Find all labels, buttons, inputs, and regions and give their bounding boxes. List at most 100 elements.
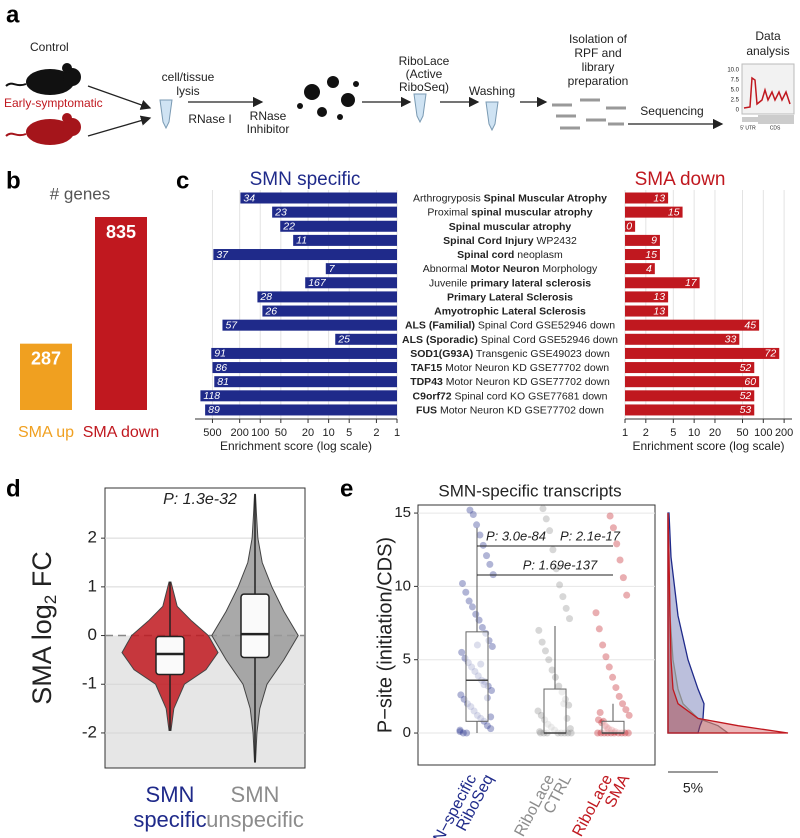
- term-label: Abnormal Motor Neuron Morphology: [423, 263, 598, 275]
- x-tick-label: specific: [133, 807, 206, 832]
- box: [543, 688, 567, 734]
- term-label: FUS Motor Neuron KD GSE77702 down: [416, 404, 604, 416]
- count-label: 34: [243, 192, 255, 204]
- x-tick-label: SMN: [146, 782, 195, 807]
- point: [549, 546, 557, 554]
- bar: [625, 305, 669, 317]
- point: [472, 610, 480, 618]
- box: [465, 631, 489, 722]
- count-label: 25: [337, 334, 350, 346]
- point: [469, 511, 477, 519]
- bar: [625, 291, 669, 303]
- point: [486, 560, 494, 568]
- y-tick-label: 0: [88, 625, 97, 644]
- term-part: SOD1(G93A): [410, 348, 473, 360]
- point: [616, 556, 624, 564]
- count-label: 37: [216, 249, 229, 261]
- count-label: 7: [329, 263, 336, 275]
- term-part: C9orf72: [413, 390, 452, 402]
- count-label: 89: [208, 404, 220, 416]
- count-label: 15: [668, 206, 680, 218]
- x-tick-label: 2: [373, 427, 379, 439]
- bar: [272, 206, 397, 218]
- bar: [335, 333, 397, 345]
- point: [487, 713, 495, 721]
- term-label: Primary Lateral Sclerosis: [447, 291, 573, 303]
- point: [479, 541, 487, 549]
- panel-label: b: [6, 167, 21, 194]
- count-label: 33: [725, 334, 737, 346]
- y-tick-label: 5: [403, 651, 411, 668]
- y-axis-label: P−site (initiation/CDS): [374, 537, 396, 733]
- term-label: Juvenile primary lateral sclerosis: [429, 277, 591, 289]
- term-label: SOD1(G93A) Transgenic GSE49023 down: [410, 348, 610, 360]
- bar: [212, 362, 397, 374]
- bar: [625, 319, 760, 331]
- point: [552, 565, 560, 573]
- point: [456, 726, 464, 734]
- point: [594, 716, 602, 724]
- count-label: 72: [765, 348, 777, 360]
- term-part: Abnormal: [423, 263, 471, 275]
- x-tick-label: SMA up: [18, 424, 74, 441]
- point: [542, 515, 550, 523]
- box: [601, 720, 625, 734]
- point: [536, 728, 544, 736]
- label: RiboLace: [399, 54, 450, 68]
- bar: [211, 347, 397, 359]
- count-label: 17: [685, 277, 698, 289]
- term-part: ALS (Sporadic): [402, 334, 478, 346]
- point: [534, 707, 542, 715]
- term-part: Spinal Cord GSE52946 down: [478, 334, 618, 346]
- point: [613, 540, 621, 548]
- count-label: 52: [740, 390, 752, 402]
- point: [602, 653, 610, 661]
- label: Inhibitor: [247, 122, 290, 136]
- count-label: 13: [653, 305, 665, 317]
- point: [463, 729, 471, 737]
- point: [567, 729, 575, 737]
- term-part: Motor Neuron KD GSE77702 down: [437, 404, 604, 416]
- point: [535, 626, 543, 634]
- point: [539, 505, 547, 513]
- x-tick-label: 1: [622, 427, 628, 439]
- bar: [213, 249, 397, 261]
- label: RNase: [250, 109, 287, 123]
- point: [456, 728, 464, 736]
- x-tick-label: 50: [275, 427, 287, 439]
- bar: [20, 343, 72, 410]
- x-tick-label: 200: [230, 427, 248, 439]
- point: [458, 648, 466, 656]
- panel-label: a: [6, 1, 20, 28]
- count-label: 45: [744, 319, 756, 331]
- chart-title: SMA down: [635, 169, 726, 190]
- label: Sequencing: [640, 104, 703, 118]
- term-label: Amyotrophic Lateral Sclerosis: [434, 305, 586, 317]
- bar: [95, 217, 147, 410]
- point: [609, 524, 617, 532]
- point: [548, 666, 556, 674]
- x-tick-label: 100: [251, 427, 269, 439]
- annotation: P: 2.1e-17: [560, 528, 621, 543]
- panel-label: c: [176, 167, 189, 194]
- point: [606, 512, 614, 520]
- bar: [293, 234, 397, 246]
- term-part: TDP43: [410, 376, 443, 388]
- term-part: Spinal cord KO GSE77681 down: [452, 390, 608, 402]
- label: Early-symptomatic: [4, 96, 103, 110]
- tick-label: 0: [736, 108, 740, 114]
- point: [537, 711, 545, 719]
- count-label: 11: [296, 235, 307, 247]
- point: [483, 552, 491, 560]
- term-label: ALS (Sporadic) Spinal Cord GSE52946 down: [402, 334, 618, 346]
- tick-label: 5.0: [731, 88, 740, 94]
- point: [488, 687, 496, 695]
- term-part: Primary Lateral Sclerosis: [447, 291, 573, 303]
- mini-plot: 10.0 7.5 5.0 2.5 0 5' UTR CDS: [727, 63, 795, 131]
- x-tick-label: 1: [394, 427, 400, 439]
- x-tick-label: 10: [688, 427, 700, 439]
- y-tick-label: 10: [394, 577, 411, 594]
- count-label: 167: [308, 277, 327, 289]
- bar: [625, 376, 760, 388]
- label: RiboSeq): [399, 80, 449, 94]
